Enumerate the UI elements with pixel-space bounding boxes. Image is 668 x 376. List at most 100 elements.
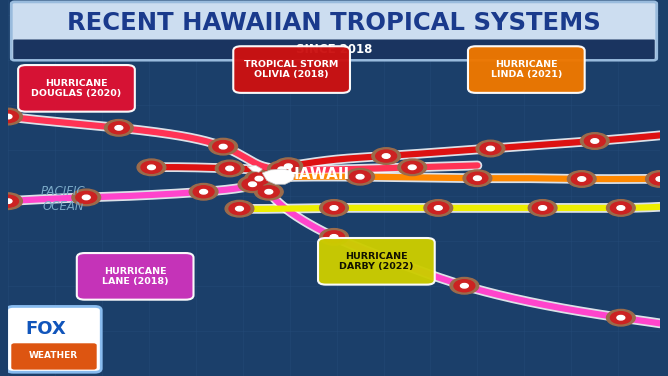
FancyBboxPatch shape [233,46,350,93]
Circle shape [611,202,631,214]
Circle shape [255,183,283,200]
Circle shape [248,182,257,186]
Text: TROPICAL STORM
OLIVIA (2018): TROPICAL STORM OLIVIA (2018) [244,60,339,79]
Text: HURRICANE
DARBY (2022): HURRICANE DARBY (2022) [339,252,413,271]
Circle shape [567,171,596,187]
Circle shape [323,231,345,243]
Circle shape [486,146,494,151]
Circle shape [0,111,19,123]
Circle shape [356,174,364,179]
Circle shape [244,170,273,187]
Circle shape [320,229,348,245]
Circle shape [265,190,273,194]
Circle shape [474,176,482,180]
Circle shape [375,150,397,162]
FancyBboxPatch shape [18,65,135,112]
Circle shape [225,200,254,217]
Circle shape [236,206,243,211]
Circle shape [76,191,97,203]
Circle shape [212,141,234,153]
Circle shape [463,170,492,186]
Circle shape [578,177,586,181]
Circle shape [346,168,375,185]
Circle shape [285,164,293,168]
Circle shape [278,160,299,172]
Circle shape [580,133,609,149]
Circle shape [72,189,101,206]
Polygon shape [247,165,263,172]
Circle shape [607,200,635,216]
Circle shape [454,280,475,292]
Circle shape [649,173,668,185]
Circle shape [104,120,133,136]
FancyBboxPatch shape [11,2,657,60]
Circle shape [259,186,279,198]
Circle shape [450,277,479,294]
Circle shape [4,199,12,203]
Circle shape [532,202,553,214]
Circle shape [607,309,635,326]
Circle shape [398,159,427,176]
Circle shape [591,139,599,143]
Text: HURRICANE
LANE (2018): HURRICANE LANE (2018) [102,267,168,286]
Circle shape [460,284,468,288]
Circle shape [219,162,240,174]
Text: HAWAII: HAWAII [286,167,349,182]
Circle shape [215,160,244,177]
Circle shape [584,135,605,147]
Circle shape [137,159,166,176]
Circle shape [148,165,156,170]
FancyBboxPatch shape [11,343,97,370]
Circle shape [242,178,263,190]
Circle shape [434,206,442,210]
Circle shape [611,312,631,324]
Text: HURRICANE
LINDA (2021): HURRICANE LINDA (2021) [490,60,562,79]
Circle shape [330,206,338,210]
Circle shape [408,165,416,170]
Circle shape [467,172,488,184]
Polygon shape [263,169,295,184]
Circle shape [278,167,286,171]
Circle shape [656,177,664,181]
FancyBboxPatch shape [318,238,435,285]
Circle shape [617,315,625,320]
Circle shape [320,200,348,216]
Text: FOX: FOX [25,320,66,338]
Circle shape [402,161,423,173]
Circle shape [248,173,269,185]
Circle shape [0,108,22,125]
Circle shape [267,161,296,177]
Circle shape [226,166,234,171]
FancyBboxPatch shape [468,46,584,93]
Circle shape [189,183,218,200]
Circle shape [571,173,592,185]
Circle shape [209,138,238,155]
Circle shape [330,235,338,239]
Circle shape [424,200,453,216]
Text: RECENT HAWAIIAN TROPICAL SYSTEMS: RECENT HAWAIIAN TROPICAL SYSTEMS [67,11,601,35]
Circle shape [141,161,162,173]
Circle shape [4,114,12,119]
Circle shape [480,143,501,155]
Circle shape [476,140,505,157]
FancyBboxPatch shape [13,39,655,59]
Circle shape [255,176,263,181]
Circle shape [0,193,22,209]
Circle shape [193,186,214,198]
Text: WEATHER: WEATHER [29,351,78,360]
Text: PACIFIC
OCEAN: PACIFIC OCEAN [41,185,86,213]
Circle shape [229,203,250,215]
Circle shape [428,202,449,214]
Circle shape [349,171,371,183]
Circle shape [274,158,303,174]
Circle shape [271,163,293,175]
Text: HURRICANE
DOUGLAS (2020): HURRICANE DOUGLAS (2020) [31,79,122,98]
Circle shape [200,190,208,194]
Circle shape [115,126,123,130]
Circle shape [0,195,19,207]
Circle shape [82,195,90,200]
Circle shape [617,206,625,210]
Circle shape [219,144,227,149]
Circle shape [538,206,546,210]
Circle shape [646,171,668,187]
